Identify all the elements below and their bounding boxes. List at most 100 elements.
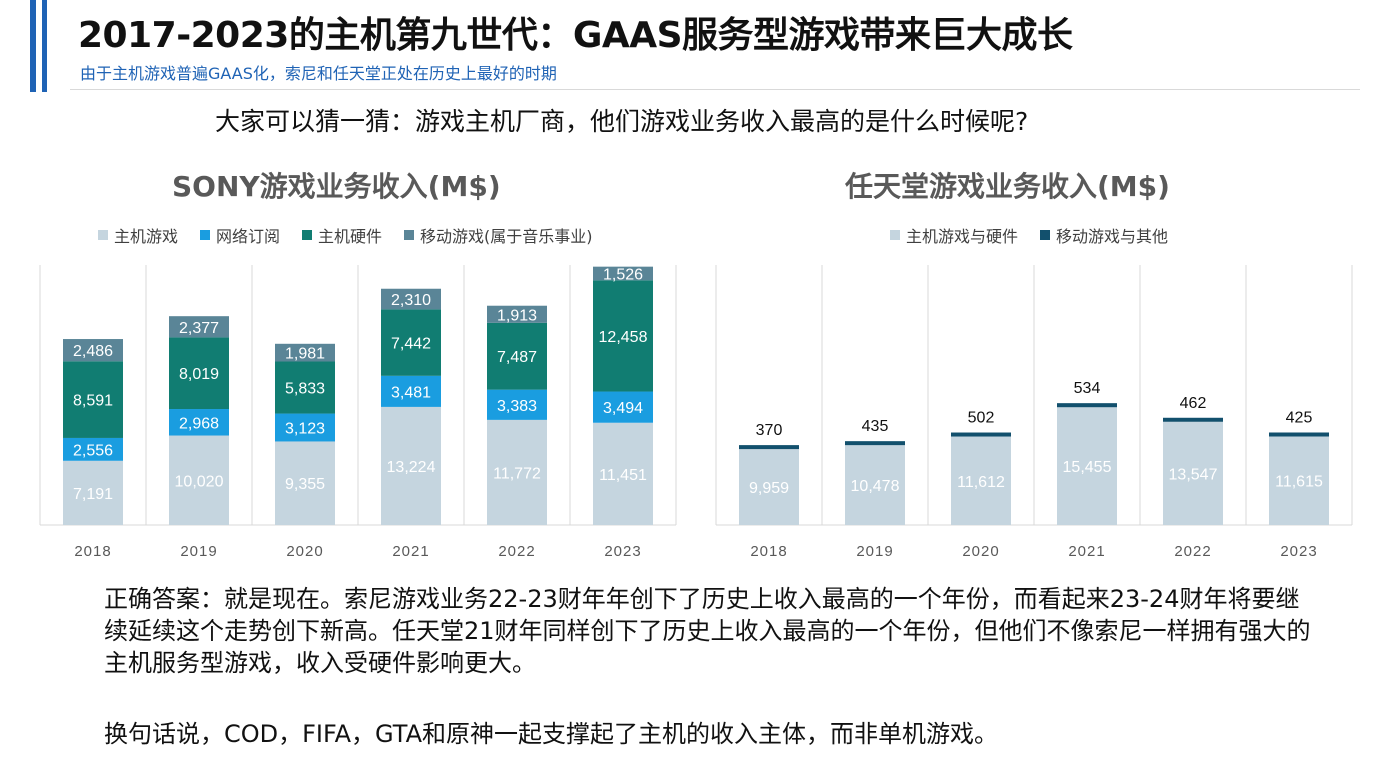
data-label: 13,547 [1169,466,1218,483]
x-tick-label: 2023 [604,543,641,560]
nintendo-revenue-chart: 9,959 370 2018 10,478 435 2019 11,612 502 2020 15… [715,265,1353,560]
sony-chart-title: SONY游戏业务收入(M$) [172,170,501,203]
bar-segment [1057,407,1117,525]
data-label: 11,451 [599,467,647,484]
data-label: 1,526 [603,266,643,283]
data-label: 8,591 [73,393,113,410]
data-label: 2,310 [391,292,431,309]
legend-label: 移动游戏与其他 [1056,227,1169,246]
data-label: 7,487 [497,349,537,366]
legend-swatch [404,230,415,240]
data-label: 11,772 [493,465,541,482]
data-label: 3,494 [603,400,643,417]
data-label: 10,478 [851,478,900,495]
bar-segment [1057,403,1117,408]
nintendo-legend: 主机游戏与硬件 移动游戏与其他 [890,223,1168,247]
data-label: 3,481 [391,384,431,401]
legend-swatch [98,230,108,240]
bar-segment [1269,436,1329,525]
x-tick-label: 2022 [1174,543,1211,560]
bar-segment [381,288,441,310]
data-label: 1,913 [497,307,537,324]
data-label: 9,355 [285,476,325,493]
data-label: 7,442 [391,336,431,353]
answer-paragraph: 正确答案：就是现在。索尼游戏业务22-23财年年创下了历史上收入最高的一个年份，… [104,585,1311,677]
x-tick-label: 2019 [180,543,217,560]
x-tick-label: 2023 [1280,543,1317,560]
data-label: 2,486 [73,343,113,360]
legend-label: 主机游戏与硬件 [906,227,1019,246]
data-label: 13,224 [387,459,436,476]
bar-segment [593,280,653,392]
bar-segment [739,445,799,450]
data-label: 1,981 [285,346,325,363]
data-label: 10,020 [175,473,224,490]
legend-label: 网络订阅 [216,227,281,246]
bar-segment [845,445,905,525]
bar-segment [593,391,653,423]
bar-segment [169,409,229,436]
bar-segment [63,361,123,438]
nintendo-chart-title: 任天堂游戏业务收入(M$) [845,170,1170,203]
bar-segment [63,339,123,362]
bar-segment [1269,432,1329,437]
bar-segment [1163,417,1223,422]
legend-label: 移动游戏(属于音乐事业) [420,227,593,246]
bar-segment [275,441,335,525]
bar-segment [487,305,547,323]
x-tick-label: 2019 [856,543,893,560]
legend-label: 主机游戏 [114,227,179,246]
x-tick-label: 2021 [392,543,429,560]
page-subtitle: 由于主机游戏普遍GAAS化，索尼和任天堂正处在历史上最好的时期 [80,64,557,83]
bar-segment [487,389,547,420]
data-label: 534 [1074,380,1101,397]
sony-revenue-chart: 7,191 2,556 8,591 2,486 2018 10,020 2,968 8,019… [39,265,677,560]
bar-segment [275,343,335,362]
data-label: 3,383 [497,398,537,415]
x-tick-label: 2018 [74,543,111,560]
sony-legend: 主机游戏 网络订阅 主机硬件 移动游戏(属于音乐事业) [98,223,593,247]
bar-segment [275,413,335,442]
data-label: 12,458 [599,329,648,346]
data-label: 435 [862,418,889,435]
x-tick-label: 2020 [286,543,323,560]
bar-segment [845,441,905,446]
bar-segment [63,460,123,525]
bar-segment [951,436,1011,525]
data-label: 2,377 [179,320,219,337]
bar-segment [1163,421,1223,525]
bar-segment [381,406,441,525]
bar-segment [381,309,441,376]
bar-segment [169,435,229,525]
bar-segment [169,316,229,338]
legend-swatch [890,230,900,240]
legend-swatch [200,230,211,240]
legend-item: 移动游戏与其他 [1040,223,1168,247]
bar-segment [275,361,335,414]
data-label: 502 [968,410,995,427]
x-tick-label: 2018 [750,543,787,560]
bar-segment [593,422,653,525]
header-divider [70,89,1360,90]
data-label: 9,959 [749,480,789,497]
legend-swatch [302,230,313,240]
bar-segment [487,419,547,525]
legend-item: 主机硬件 [302,223,382,247]
data-label: 15,455 [1063,459,1112,476]
legend-item: 网络订阅 [200,223,280,247]
bar-segment [739,449,799,525]
title-accent-bar [30,0,36,92]
bar-segment [487,322,547,390]
data-label: 462 [1180,395,1207,412]
bar-segment [381,375,441,407]
data-label: 370 [756,422,783,439]
data-label: 2,968 [179,415,219,432]
legend-item: 移动游戏(属于音乐事业) [404,223,593,247]
data-label: 2,556 [73,442,113,459]
bar-segment [63,437,123,461]
data-label: 8,019 [179,366,219,383]
data-label: 5,833 [285,381,325,398]
data-label: 11,612 [957,474,1005,491]
x-tick-label: 2020 [962,543,999,560]
bar-segment [593,266,653,281]
